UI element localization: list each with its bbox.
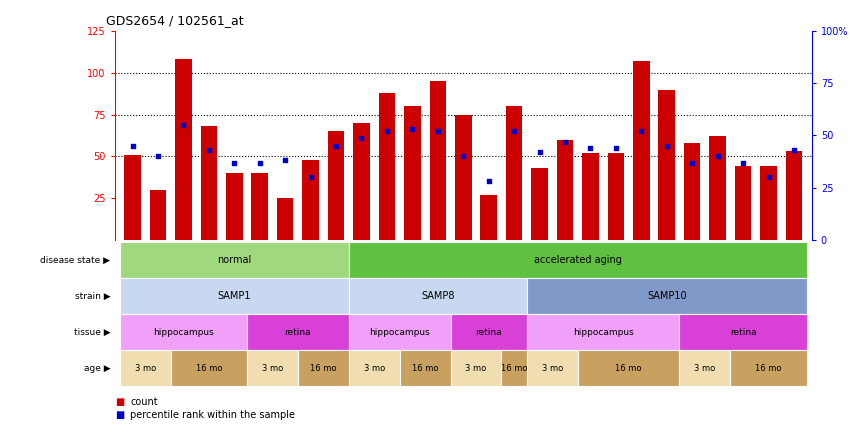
Point (787, 147, 801, 154)
Bar (201, 126, 217, 240)
Point (660, 143, 673, 150)
Point (279, 157, 292, 164)
Bar (785, 151, 802, 240)
Bar (557, 139, 573, 240)
Point (405, 126, 419, 133)
Point (431, 128, 445, 135)
Bar (659, 90, 675, 240)
Text: age ▶: age ▶ (84, 364, 110, 373)
Point (354, 134, 368, 141)
Text: 16 mo: 16 mo (196, 364, 222, 373)
Point (609, 144, 623, 151)
Text: tissue ▶: tissue ▶ (74, 328, 110, 337)
Bar (252, 173, 268, 240)
Text: normal: normal (218, 255, 252, 265)
Point (151, 153, 165, 160)
Point (507, 128, 521, 135)
Text: hippocampus: hippocampus (153, 328, 214, 337)
Bar (684, 143, 700, 240)
Point (482, 178, 496, 185)
Text: accelerated aging: accelerated aging (534, 255, 621, 265)
Point (253, 159, 267, 166)
Bar (354, 123, 370, 240)
Text: 16 mo: 16 mo (501, 364, 527, 373)
Text: SAMP8: SAMP8 (421, 291, 455, 301)
Text: percentile rank within the sample: percentile rank within the sample (130, 410, 295, 420)
Point (380, 128, 394, 135)
Text: 3 mo: 3 mo (465, 364, 486, 373)
Bar (429, 81, 446, 240)
Point (558, 138, 572, 145)
Bar (378, 93, 395, 240)
Text: 16 mo: 16 mo (756, 364, 782, 373)
Text: retina: retina (475, 328, 502, 337)
Point (634, 128, 648, 135)
Point (329, 143, 343, 150)
Text: ■: ■ (115, 397, 124, 407)
Text: retina: retina (285, 328, 311, 337)
Point (177, 122, 190, 129)
Point (736, 159, 750, 166)
Bar (480, 194, 497, 240)
Bar (506, 106, 523, 240)
Bar (582, 153, 598, 240)
Text: 3 mo: 3 mo (541, 364, 563, 373)
Text: SAMP1: SAMP1 (218, 291, 251, 301)
Bar (455, 115, 472, 240)
Point (711, 153, 724, 160)
Text: 3 mo: 3 mo (134, 364, 156, 373)
Text: 3 mo: 3 mo (262, 364, 283, 373)
Bar (734, 166, 751, 240)
Bar (226, 173, 242, 240)
Bar (760, 166, 777, 240)
Text: count: count (130, 397, 158, 407)
Text: ■: ■ (115, 410, 124, 420)
Text: SAMP10: SAMP10 (647, 291, 687, 301)
Text: 16 mo: 16 mo (412, 364, 439, 373)
Bar (633, 61, 649, 240)
Point (126, 143, 139, 150)
Point (303, 174, 317, 181)
Point (228, 159, 241, 166)
Bar (150, 190, 167, 240)
Text: strain ▶: strain ▶ (75, 292, 110, 301)
Bar (303, 160, 319, 240)
Bar (404, 106, 421, 240)
Bar (175, 59, 192, 240)
Bar (328, 131, 344, 240)
Text: 3 mo: 3 mo (694, 364, 716, 373)
Point (762, 174, 775, 181)
Bar (710, 136, 726, 240)
Point (533, 149, 547, 156)
Text: GDS2654 / 102561_at: GDS2654 / 102561_at (106, 14, 244, 27)
Text: 16 mo: 16 mo (310, 364, 337, 373)
Bar (531, 168, 548, 240)
Bar (277, 198, 293, 240)
Point (584, 144, 598, 151)
Point (456, 153, 470, 160)
Text: hippocampus: hippocampus (369, 328, 430, 337)
Bar (124, 155, 141, 240)
Text: 3 mo: 3 mo (364, 364, 385, 373)
Text: hippocampus: hippocampus (573, 328, 633, 337)
Text: disease state ▶: disease state ▶ (41, 255, 110, 265)
Point (685, 159, 699, 166)
Bar (608, 153, 624, 240)
Text: retina: retina (730, 328, 756, 337)
Text: 16 mo: 16 mo (615, 364, 642, 373)
Point (202, 147, 216, 154)
